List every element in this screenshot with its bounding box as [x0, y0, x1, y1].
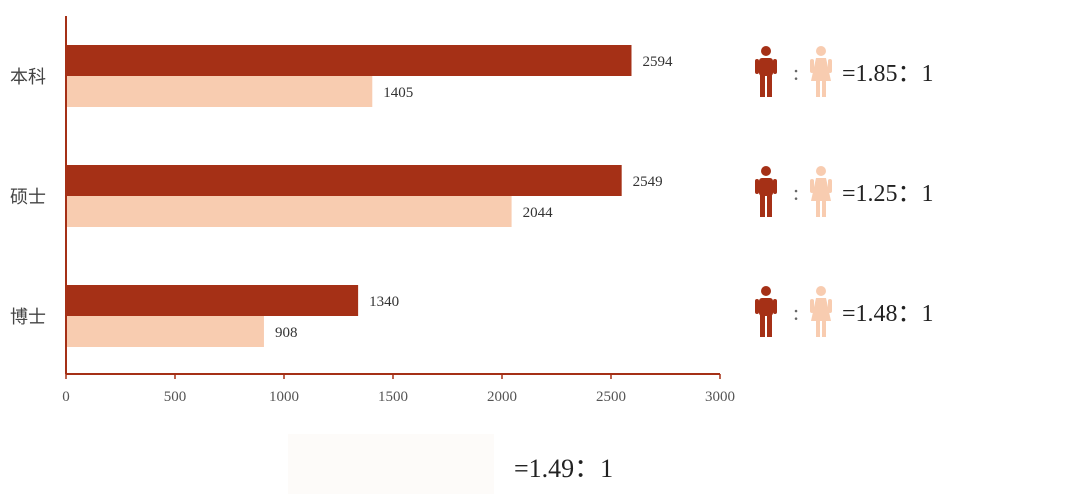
x-tick-label: 500	[164, 389, 187, 405]
female-icon	[810, 286, 832, 337]
x-tick-label: 3000	[705, 389, 735, 405]
bar-male	[67, 45, 632, 76]
ratio-separator: :	[793, 180, 799, 205]
male-icon	[755, 166, 777, 217]
overall-ratio: =1.49：1	[514, 454, 614, 483]
bar-female	[67, 316, 264, 347]
ratio-text: =1.48：1	[842, 301, 934, 327]
data-label: 2044	[523, 205, 554, 221]
faded-legend-area	[288, 434, 494, 494]
bar-male	[67, 285, 359, 316]
category-label: 博士	[10, 307, 46, 328]
ratio-text: =1.85：1	[842, 61, 934, 87]
ratio-separator: :	[793, 60, 799, 85]
category-label: 硕士	[10, 187, 46, 208]
male-icon	[755, 286, 777, 337]
data-label: 2549	[633, 174, 663, 190]
bar-female	[67, 196, 512, 227]
data-label: 1340	[369, 294, 399, 310]
x-tick-label: 0	[62, 389, 70, 405]
x-tick-label: 1000	[269, 389, 299, 405]
male-icon	[755, 46, 777, 97]
data-label: 1405	[383, 85, 413, 101]
female-icon	[810, 166, 832, 217]
ratio-text: =1.25：1	[842, 181, 934, 207]
x-tick-label: 2000	[487, 389, 517, 405]
data-label: 2594	[642, 54, 673, 70]
x-tick-label: 1500	[378, 389, 408, 405]
bar-female	[67, 76, 373, 107]
ratio-separator: :	[793, 300, 799, 325]
bar-male	[67, 165, 622, 196]
female-icon	[810, 46, 832, 97]
category-label: 本科	[10, 67, 46, 88]
x-tick-label: 2500	[596, 389, 626, 405]
data-label: 908	[275, 325, 298, 341]
